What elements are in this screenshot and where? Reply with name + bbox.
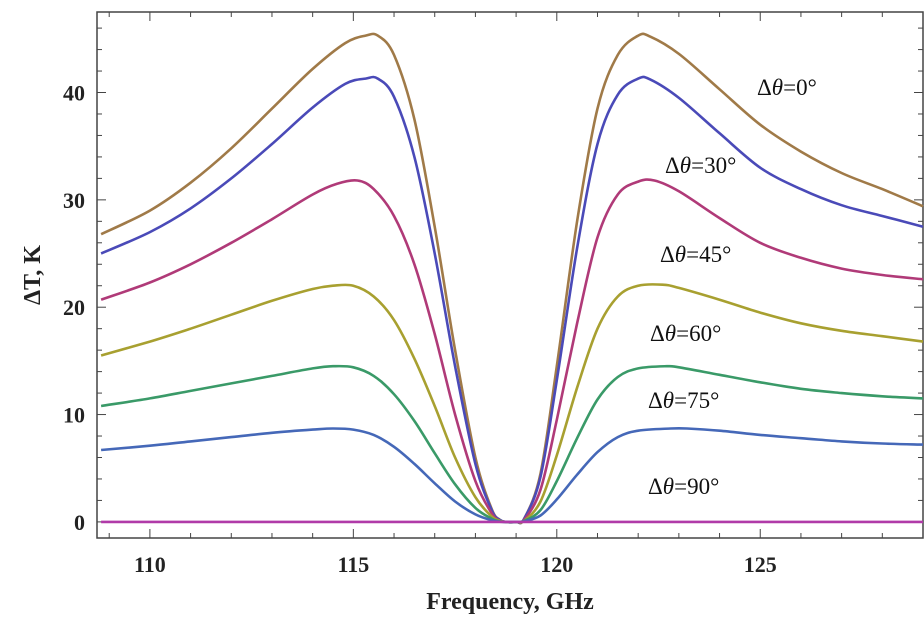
x-tick-label: 120 xyxy=(540,552,573,577)
curve-label-4: Δθ=75° xyxy=(648,388,719,413)
y-axis-label: ΔT, K xyxy=(20,245,46,305)
x-axis-label: Frequency, GHz xyxy=(426,589,594,615)
plot-frame xyxy=(96,11,924,539)
y-tick-label: 30 xyxy=(63,188,85,213)
curve-label-prefix: Δ xyxy=(665,153,680,178)
curve-label-symbol: θ xyxy=(663,388,674,413)
curve-label-symbol: θ xyxy=(675,242,686,267)
series-line-5 xyxy=(100,426,924,524)
curve-label-2: Δθ=45° xyxy=(660,242,731,267)
y-tick-label: 40 xyxy=(63,81,85,106)
curve-label-symbol: θ xyxy=(680,153,691,178)
curve-label-5: Δθ=90° xyxy=(648,474,719,499)
curve-label-suffix: =30° xyxy=(691,153,736,178)
curve-label-suffix: =60° xyxy=(676,321,721,346)
curve-label-prefix: Δ xyxy=(757,75,772,100)
curve-label-symbol: θ xyxy=(772,75,783,100)
curve-label-suffix: =75° xyxy=(674,388,719,413)
y-tick-label: 20 xyxy=(63,295,85,320)
curve-label-prefix: Δ xyxy=(650,321,665,346)
curve-label-suffix: =45° xyxy=(686,242,731,267)
curve-label-suffix: =90° xyxy=(674,474,719,499)
x-tick-label: 115 xyxy=(337,552,369,577)
x-tick-label: 110 xyxy=(134,552,166,577)
series-line-3 xyxy=(100,283,924,524)
curve-label-prefix: Δ xyxy=(648,388,663,413)
series-line-1 xyxy=(100,75,924,525)
series-line-0 xyxy=(100,32,924,525)
series-line-2 xyxy=(100,178,924,524)
y-tick-label: 10 xyxy=(63,403,85,428)
curve-label-prefix: Δ xyxy=(660,242,675,267)
x-tick-label: 125 xyxy=(744,552,777,577)
series-line-4 xyxy=(100,364,924,524)
tick-marks xyxy=(97,12,924,538)
curve-label-prefix: Δ xyxy=(648,474,663,499)
curve-label-3: Δθ=60° xyxy=(650,321,721,346)
curve-label-0: Δθ=0° xyxy=(757,75,817,100)
curve-label-1: Δθ=30° xyxy=(665,153,736,178)
curve-label-symbol: θ xyxy=(665,321,676,346)
curve-label-suffix: =0° xyxy=(783,75,817,100)
curve-label-symbol: θ xyxy=(663,474,674,499)
y-tick-label: 0 xyxy=(74,510,85,535)
tick-labels: 110 115 120 125 0 10 20 30 40 xyxy=(63,81,777,577)
curve-labels: Δθ=0°Δθ=30°Δθ=45°Δθ=60°Δθ=75°Δθ=90° xyxy=(648,75,817,499)
series-lines xyxy=(100,32,924,525)
